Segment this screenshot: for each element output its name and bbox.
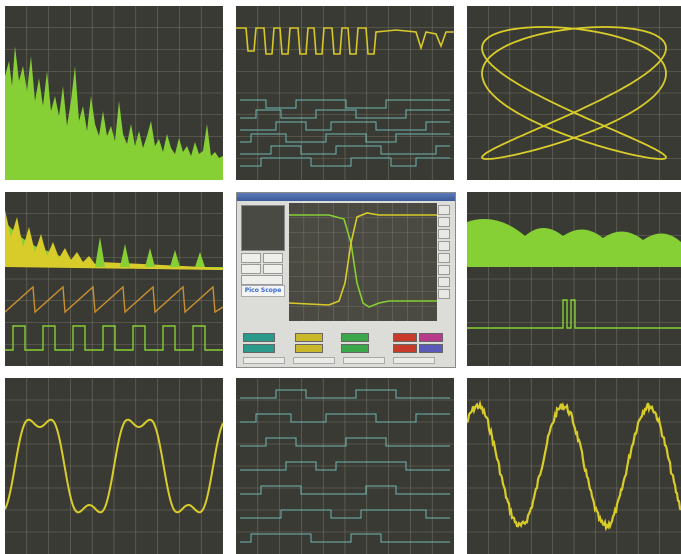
run-control[interactable] xyxy=(419,333,443,342)
channel-a-control[interactable] xyxy=(243,333,275,342)
serial-data-panel xyxy=(236,378,454,554)
right-button-6[interactable] xyxy=(438,265,450,275)
status-field-3 xyxy=(343,357,385,364)
setting-button-2[interactable] xyxy=(263,253,283,263)
right-button-8[interactable] xyxy=(438,289,450,299)
setting-button-4[interactable] xyxy=(263,264,283,274)
window-titlebar[interactable] xyxy=(237,193,455,201)
spectrum-display xyxy=(5,6,223,180)
noisy-sine-display xyxy=(467,378,681,554)
distorted-sine-panel xyxy=(5,378,223,554)
right-button-5[interactable] xyxy=(438,253,450,263)
setting-button-1[interactable] xyxy=(241,253,261,263)
timebase-control[interactable] xyxy=(341,344,369,353)
right-button-3[interactable] xyxy=(438,229,450,239)
right-button-2[interactable] xyxy=(438,217,450,227)
logic-display xyxy=(236,6,454,180)
math-control[interactable] xyxy=(419,344,443,353)
channel-d-control[interactable] xyxy=(295,344,323,353)
status-field-1 xyxy=(243,357,285,364)
control-column: Pico Scope xyxy=(239,203,291,321)
stop-control[interactable] xyxy=(393,333,417,342)
noisy-sine-panel xyxy=(467,378,681,554)
right-button-1[interactable] xyxy=(438,205,450,215)
fft-sawtooth-display xyxy=(5,192,223,366)
scope-screen xyxy=(289,203,437,321)
measure-control[interactable] xyxy=(393,344,417,353)
channel-c-control[interactable] xyxy=(295,333,323,342)
preview-thumbnail xyxy=(241,205,285,251)
sinc-pulse-display xyxy=(467,192,681,366)
spectrum-panel xyxy=(5,6,223,180)
right-button-7[interactable] xyxy=(438,277,450,287)
status-field-2 xyxy=(293,357,335,364)
setting-button-3[interactable] xyxy=(241,264,261,274)
lissajous-panel xyxy=(467,6,681,180)
product-logo: Pico Scope xyxy=(241,285,285,297)
logic-timing-panel xyxy=(236,6,454,180)
fft-sawtooth-panel xyxy=(5,192,223,366)
status-field-4 xyxy=(393,357,435,364)
sinc-pulse-panel xyxy=(467,192,681,366)
serial-data-display xyxy=(236,378,454,554)
software-window-panel: Pico Scope xyxy=(236,192,456,368)
right-button-4[interactable] xyxy=(438,241,450,251)
right-button-column xyxy=(438,203,450,321)
distorted-sine-display xyxy=(5,378,223,554)
scope-trace xyxy=(289,203,437,321)
lissajous-display xyxy=(467,6,681,180)
channel-b-control[interactable] xyxy=(243,344,275,353)
setting-button-5[interactable] xyxy=(241,275,283,285)
trigger-control[interactable] xyxy=(341,333,369,342)
